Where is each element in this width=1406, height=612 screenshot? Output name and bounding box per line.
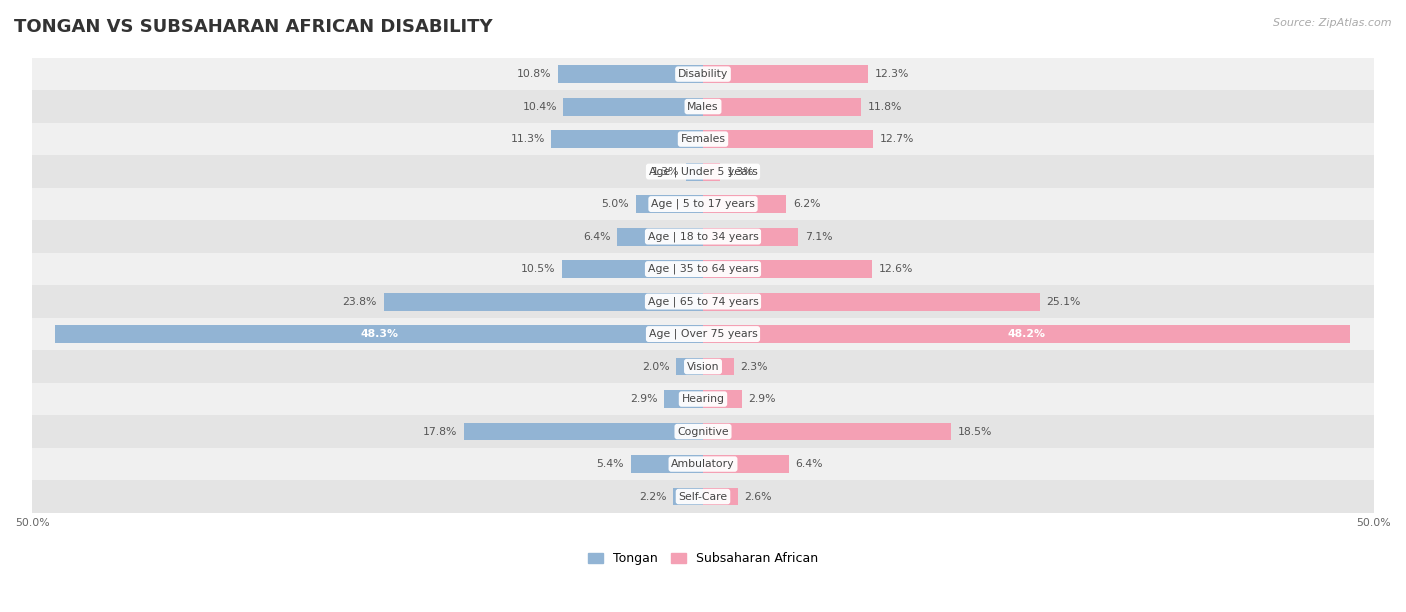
Text: Females: Females — [681, 134, 725, 144]
Text: Age | 65 to 74 years: Age | 65 to 74 years — [648, 296, 758, 307]
Bar — [32, 448, 1374, 480]
Bar — [32, 285, 1374, 318]
Bar — [703, 390, 742, 408]
Text: 11.8%: 11.8% — [868, 102, 903, 111]
Bar — [703, 130, 873, 148]
Text: Age | 5 to 17 years: Age | 5 to 17 years — [651, 199, 755, 209]
Text: Age | Over 75 years: Age | Over 75 years — [648, 329, 758, 339]
Text: 2.2%: 2.2% — [640, 491, 666, 502]
Bar — [32, 350, 1374, 383]
Text: Vision: Vision — [686, 362, 720, 371]
Text: 2.9%: 2.9% — [630, 394, 658, 404]
Text: 10.4%: 10.4% — [522, 102, 557, 111]
Bar — [32, 383, 1374, 416]
Bar — [703, 260, 872, 278]
Bar — [703, 293, 1039, 310]
Bar — [703, 98, 862, 116]
Text: 12.6%: 12.6% — [879, 264, 912, 274]
Bar — [32, 58, 1374, 91]
Text: 10.8%: 10.8% — [517, 69, 551, 79]
Bar — [562, 260, 703, 278]
Text: 1.3%: 1.3% — [727, 166, 755, 177]
Bar — [32, 188, 1374, 220]
Text: Hearing: Hearing — [682, 394, 724, 404]
Bar — [32, 91, 1374, 123]
Text: 17.8%: 17.8% — [423, 427, 457, 436]
Text: Age | Under 5 years: Age | Under 5 years — [648, 166, 758, 177]
Text: Cognitive: Cognitive — [678, 427, 728, 436]
Bar — [630, 455, 703, 473]
Text: 6.2%: 6.2% — [793, 199, 820, 209]
Bar — [32, 416, 1374, 448]
Bar — [464, 423, 703, 441]
Bar — [686, 163, 703, 181]
Text: 1.3%: 1.3% — [651, 166, 679, 177]
Bar — [703, 455, 789, 473]
Text: 23.8%: 23.8% — [343, 297, 377, 307]
Bar — [32, 318, 1374, 350]
Bar — [703, 65, 868, 83]
Text: Self-Care: Self-Care — [679, 491, 727, 502]
Text: 12.7%: 12.7% — [880, 134, 914, 144]
Bar — [551, 130, 703, 148]
Text: TONGAN VS SUBSAHARAN AFRICAN DISABILITY: TONGAN VS SUBSAHARAN AFRICAN DISABILITY — [14, 18, 492, 36]
Bar — [703, 228, 799, 245]
Text: 7.1%: 7.1% — [806, 231, 832, 242]
Text: 2.9%: 2.9% — [748, 394, 776, 404]
Bar — [673, 488, 703, 506]
Text: 25.1%: 25.1% — [1046, 297, 1081, 307]
Text: 12.3%: 12.3% — [875, 69, 910, 79]
Bar — [32, 123, 1374, 155]
Bar — [564, 98, 703, 116]
Bar — [703, 163, 720, 181]
Text: Source: ZipAtlas.com: Source: ZipAtlas.com — [1274, 18, 1392, 28]
Bar — [558, 65, 703, 83]
Text: 10.5%: 10.5% — [522, 264, 555, 274]
Bar — [55, 325, 703, 343]
Text: Males: Males — [688, 102, 718, 111]
Bar — [703, 488, 738, 506]
Text: 2.6%: 2.6% — [745, 491, 772, 502]
Text: 6.4%: 6.4% — [796, 459, 823, 469]
Text: 5.0%: 5.0% — [602, 199, 630, 209]
Text: Disability: Disability — [678, 69, 728, 79]
Text: Age | 35 to 64 years: Age | 35 to 64 years — [648, 264, 758, 274]
Bar — [703, 195, 786, 213]
Bar — [32, 220, 1374, 253]
Legend: Tongan, Subsaharan African: Tongan, Subsaharan African — [583, 547, 823, 570]
Bar — [676, 357, 703, 376]
Text: 5.4%: 5.4% — [596, 459, 624, 469]
Text: 2.3%: 2.3% — [741, 362, 768, 371]
Text: 48.3%: 48.3% — [360, 329, 398, 339]
Bar — [384, 293, 703, 310]
Text: Ambulatory: Ambulatory — [671, 459, 735, 469]
Bar — [703, 357, 734, 376]
Bar — [32, 155, 1374, 188]
Bar — [703, 325, 1350, 343]
Text: 11.3%: 11.3% — [510, 134, 544, 144]
Text: 18.5%: 18.5% — [957, 427, 993, 436]
Bar — [32, 480, 1374, 513]
Text: Age | 18 to 34 years: Age | 18 to 34 years — [648, 231, 758, 242]
Bar — [636, 195, 703, 213]
Bar — [617, 228, 703, 245]
Text: 48.2%: 48.2% — [1007, 329, 1045, 339]
Bar — [32, 253, 1374, 285]
Text: 6.4%: 6.4% — [583, 231, 610, 242]
Bar — [664, 390, 703, 408]
Bar — [703, 423, 950, 441]
Text: 2.0%: 2.0% — [643, 362, 669, 371]
